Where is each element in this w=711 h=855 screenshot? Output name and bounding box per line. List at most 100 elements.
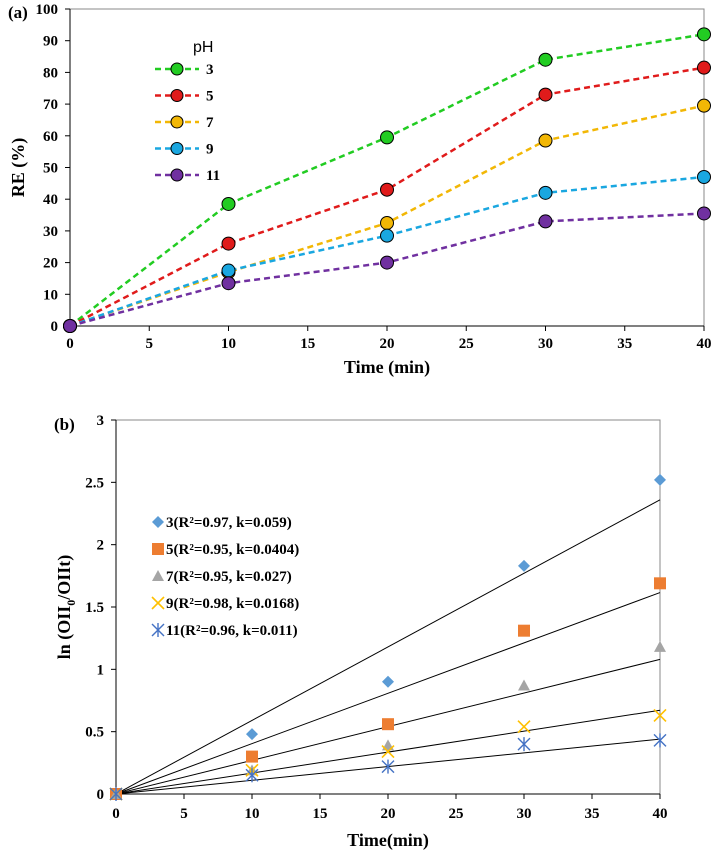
x-tick-label-b: 25 <box>449 806 464 822</box>
x-axis-title-a: Time (min) <box>344 357 430 378</box>
data-point-ph-3 <box>518 559 530 572</box>
y-tick-label-a: 0 <box>51 319 59 335</box>
legend-label-ph-9: 9(R²=0.98, k=0.0168) <box>166 596 299 612</box>
data-point-ph-9 <box>697 170 711 185</box>
data-point-ph-7 <box>654 640 666 652</box>
data-point-ph-11 <box>517 737 531 752</box>
data-point-ph-5 <box>518 624 530 637</box>
y-tick-label-a: 30 <box>43 224 58 240</box>
data-point-ph-11 <box>221 276 236 291</box>
data-point-ph-7 <box>382 739 394 751</box>
legend-marker-ph-7 <box>152 570 164 581</box>
fit-line-ph-3 <box>115 499 661 795</box>
x-tick-label-b: 10 <box>245 806 260 822</box>
y-axis-title-b: ln (OII0/OIIt) <box>54 555 78 660</box>
data-point-ph-3 <box>697 27 711 42</box>
y-tick-label-b: 3 <box>97 413 105 429</box>
legend-label-ph-7: 7 <box>206 115 214 131</box>
data-point-ph-9 <box>221 263 236 278</box>
data-point-ph-9-stroke <box>653 708 667 723</box>
y-tick-label-a: 80 <box>43 65 58 81</box>
legend-label-ph-5: 5 <box>206 89 214 105</box>
legend-marker-ph-11 <box>151 623 165 637</box>
y-tick-label-a: 60 <box>43 129 58 145</box>
y-tick-label-b: 1.5 <box>85 600 104 616</box>
data-point-ph-9 <box>380 228 394 243</box>
legend-marker-ph-3 <box>170 62 184 76</box>
legend-marker-ph-5 <box>152 543 164 555</box>
legend-label-ph-3: 3(R²=0.97, k=0.059) <box>166 515 292 531</box>
data-point-ph-5 <box>246 750 258 763</box>
legend-label-ph-11: 11(R²=0.96, k=0.011) <box>166 623 298 639</box>
legend-marker-ph-7 <box>170 115 184 129</box>
y-tick-label-a: 40 <box>43 192 58 208</box>
data-point-ph-7 <box>518 679 530 691</box>
x-tick-label-b: 20 <box>381 806 396 822</box>
y-tick-label-b: 2.5 <box>85 475 104 491</box>
legend-label-ph-9: 9 <box>206 142 214 158</box>
y-tick-label-b: 0 <box>97 787 105 803</box>
panel-label-b: (b) <box>54 415 75 434</box>
data-point-ph-9-stroke <box>381 745 395 759</box>
data-point-ph-11 <box>538 214 553 229</box>
y-tick-label-b: 1 <box>97 662 105 678</box>
x-tick-label-b: 40 <box>653 806 668 822</box>
data-point-ph-5 <box>382 718 394 731</box>
data-point-ph-3 <box>382 675 394 688</box>
x-tick-label-a: 20 <box>380 336 395 352</box>
x-tick-label-a: 10 <box>221 336 236 352</box>
data-point-ph-3 <box>654 473 666 486</box>
legend-title-a: pH <box>193 39 213 56</box>
x-tick-label-b: 35 <box>585 806 600 822</box>
data-point-ph-5 <box>538 87 553 102</box>
legend-label-ph-7: 7(R²=0.95, k=0.027) <box>166 569 292 585</box>
data-point-ph-11 <box>697 206 711 221</box>
y-axis-title-b-subscript: 0 <box>64 600 78 606</box>
data-point-ph-5 <box>380 182 394 197</box>
legend-label-ph-11: 11 <box>206 168 220 184</box>
data-point-ph-9-stroke <box>517 720 531 734</box>
data-point-ph-11 <box>63 319 77 333</box>
plot-frame-a <box>69 8 705 327</box>
x-tick-label-a: 30 <box>538 336 553 352</box>
data-point-ph-9 <box>653 708 667 723</box>
y-axis-title-b-part: ln (OII <box>54 606 75 660</box>
x-tick-label-b: 0 <box>112 806 120 822</box>
data-point-ph-7 <box>697 98 711 113</box>
legend-marker-ph-9 <box>170 142 184 155</box>
data-point-ph-5 <box>697 60 711 75</box>
x-tick-label-a: 25 <box>459 336 474 352</box>
y-tick-label-a: 50 <box>43 161 58 177</box>
legend-label-ph-3: 3 <box>206 62 214 78</box>
data-point-ph-11 <box>653 733 667 748</box>
x-tick-label-b: 30 <box>517 806 532 822</box>
y-axis-title-b-part: /OIIt) <box>54 555 75 601</box>
data-point-ph-5 <box>654 577 666 590</box>
data-point-ph-11 <box>245 768 259 783</box>
y-tick-label-b: 2 <box>97 538 105 554</box>
panel-label-a: (a) <box>8 3 28 22</box>
legend-marker-ph-11 <box>170 168 184 182</box>
x-tick-label-b: 15 <box>313 806 328 822</box>
data-point-ph-3 <box>380 130 394 145</box>
series-line-ph-3 <box>69 33 705 327</box>
legend-marker-ph-3 <box>152 516 164 528</box>
data-point-ph-9 <box>381 745 395 759</box>
x-axis-title-b: Time(min) <box>347 830 429 851</box>
fit-line-ph-5 <box>115 592 661 795</box>
legend-marker-ph-5 <box>170 89 184 102</box>
data-point-ph-9 <box>538 185 553 200</box>
y-tick-label-a: 70 <box>43 97 58 113</box>
x-tick-label-b: 5 <box>180 806 188 822</box>
x-tick-label-a: 15 <box>300 336 315 352</box>
data-point-ph-5 <box>221 236 236 251</box>
data-point-ph-3 <box>221 196 236 211</box>
legend-marker-ph-9-stroke <box>151 596 165 610</box>
series-line-ph-5 <box>69 66 705 328</box>
x-tick-label-a: 5 <box>146 336 154 352</box>
data-point-ph-11 <box>381 759 395 774</box>
data-point-ph-9 <box>517 720 531 734</box>
data-point-ph-11 <box>109 787 123 801</box>
y-tick-label-a: 20 <box>43 256 58 272</box>
